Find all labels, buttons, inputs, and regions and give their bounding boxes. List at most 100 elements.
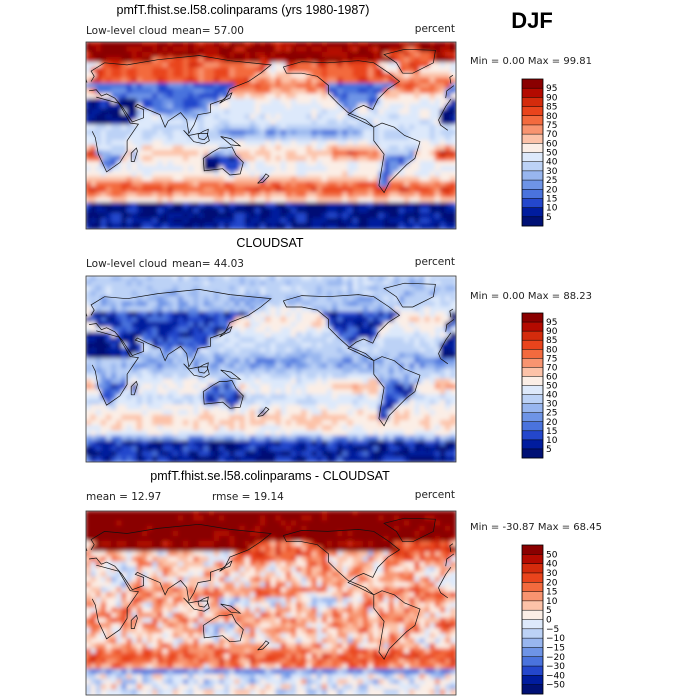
mean-label: mean= 44.03 — [172, 258, 244, 270]
season-label: DJF — [511, 8, 553, 33]
colorbar-swatch — [522, 628, 543, 639]
colorbar-tick-label: 40 — [546, 391, 558, 401]
chart-title: pmfT.fhist.se.l58.colinparams (yrs 1980-… — [117, 3, 370, 17]
colorbar-swatch — [522, 403, 543, 413]
colorbar-tick-label: −10 — [546, 634, 565, 644]
colorbar-swatch — [522, 675, 543, 685]
mean-label: mean= 57.00 — [172, 25, 244, 37]
colorbar-tick-label: 90 — [546, 93, 558, 103]
colorbar-swatch — [522, 106, 543, 117]
colorbar-swatch — [522, 619, 543, 630]
colorbar-swatch — [522, 313, 543, 323]
colorbar-swatch — [522, 638, 543, 648]
colorbar-tick-label: 15 — [546, 588, 557, 598]
colorbar-tick-label: −20 — [546, 653, 565, 663]
colorbar-tick-label: 85 — [546, 103, 557, 113]
colorbar-swatch — [522, 216, 543, 227]
colorbar-swatch — [522, 143, 543, 153]
colorbar-tick-label: 5 — [546, 445, 552, 455]
colorbar-swatch — [522, 349, 543, 359]
colorbar-swatch — [522, 647, 543, 658]
colorbar-swatch — [522, 198, 543, 208]
map-field — [86, 276, 456, 462]
colorbar-tick-label: 75 — [546, 354, 557, 364]
colorbar-swatch — [522, 88, 543, 98]
colorbar-tick-label: −50 — [546, 681, 565, 691]
map-frame — [85, 510, 457, 696]
colorbar-tick-label: 15 — [546, 427, 557, 437]
colorbar-tick-label: 30 — [546, 167, 558, 177]
colorbar-tick-label: 30 — [546, 400, 558, 410]
coastlines — [86, 517, 455, 660]
colorbar-swatch — [522, 207, 543, 218]
map-field — [86, 42, 456, 229]
colorbar-swatch — [522, 161, 543, 172]
colorbar-tick-label: 80 — [546, 345, 558, 355]
variable-label: Low-level cloud — [86, 258, 167, 270]
colorbar-tick-label: −40 — [546, 671, 565, 681]
min-max-label: Min = -30.87 Max = 68.45 — [470, 522, 602, 533]
colorbar-swatch — [522, 152, 543, 162]
colorbar-swatch — [522, 582, 543, 592]
colorbar-swatch — [522, 376, 543, 386]
colorbar-tick-label: 10 — [546, 597, 558, 607]
colorbar-swatch — [522, 170, 543, 181]
colorbar-tick-label: 20 — [546, 185, 558, 195]
colorbar-swatch — [522, 115, 543, 126]
units-label: percent — [415, 489, 455, 501]
map-frame — [85, 275, 457, 463]
colorbar-tick-label: 5 — [546, 213, 552, 223]
colorbar-tick-label: −30 — [546, 662, 565, 672]
colorbar-tick-label: 25 — [546, 176, 557, 186]
colorbar-tick-label: 0 — [546, 616, 552, 626]
variable-label: Low-level cloud — [86, 25, 167, 37]
colorbar-tick-label: 60 — [546, 372, 558, 382]
colorbar-tick-label: 50 — [546, 149, 558, 159]
colorbar-swatch — [522, 385, 543, 395]
colorbar-tick-label: 5 — [546, 606, 552, 616]
colorbar-tick-label: 20 — [546, 578, 558, 588]
colorbar-tick-label: 15 — [546, 194, 557, 204]
colorbar-swatch — [522, 134, 543, 144]
min-max-label: Min = 0.00 Max = 88.23 — [470, 291, 592, 302]
colorbar-tick-label: 40 — [546, 560, 558, 570]
colorbar-tick-label: 50 — [546, 382, 558, 392]
min-max-label: Min = 0.00 Max = 99.81 — [470, 56, 592, 67]
units-label: percent — [415, 23, 455, 35]
colorbar-swatch — [522, 439, 543, 450]
colorbar-tick-label: −5 — [546, 625, 559, 635]
colorbar-tick-label: 75 — [546, 121, 557, 131]
map-field — [86, 511, 456, 695]
colorbar-swatch — [522, 79, 543, 89]
colorbar-tick-label: 70 — [546, 130, 558, 140]
colorbar-swatch — [522, 610, 543, 620]
colorbar-swatch — [522, 554, 543, 564]
colorbar-tick-label: 40 — [546, 158, 558, 168]
colorbar-swatch — [522, 430, 543, 441]
chart-panel-2: CLOUDSAT Low-level cloud mean= 44.03 percen… — [85, 236, 592, 463]
colorbar-swatch — [522, 124, 543, 135]
chart-title: CLOUDSAT — [236, 236, 304, 250]
colorbar-tick-label: 10 — [546, 204, 558, 214]
colorbar-swatch — [522, 572, 543, 583]
colorbar-swatch — [522, 421, 543, 432]
units-label: percent — [415, 256, 455, 268]
coastlines — [86, 282, 455, 427]
colorbar-tick-label: 30 — [546, 569, 558, 579]
colorbar-tick-label: −15 — [546, 643, 565, 653]
colorbar-swatch — [522, 180, 543, 190]
map-frame — [85, 41, 457, 230]
colorbar-swatch — [522, 591, 543, 602]
colorbar-swatch — [522, 97, 543, 107]
colorbar-tick-label: 85 — [546, 336, 557, 346]
colorbar-swatch — [522, 412, 543, 423]
colorbar-swatch — [522, 340, 543, 350]
colorbar-swatch — [522, 563, 543, 574]
colorbar-swatch — [522, 684, 543, 695]
rmse-label: rmse = 19.14 — [212, 491, 284, 503]
colorbar-tick-label: 10 — [546, 436, 558, 446]
colorbar-swatch — [522, 666, 543, 676]
